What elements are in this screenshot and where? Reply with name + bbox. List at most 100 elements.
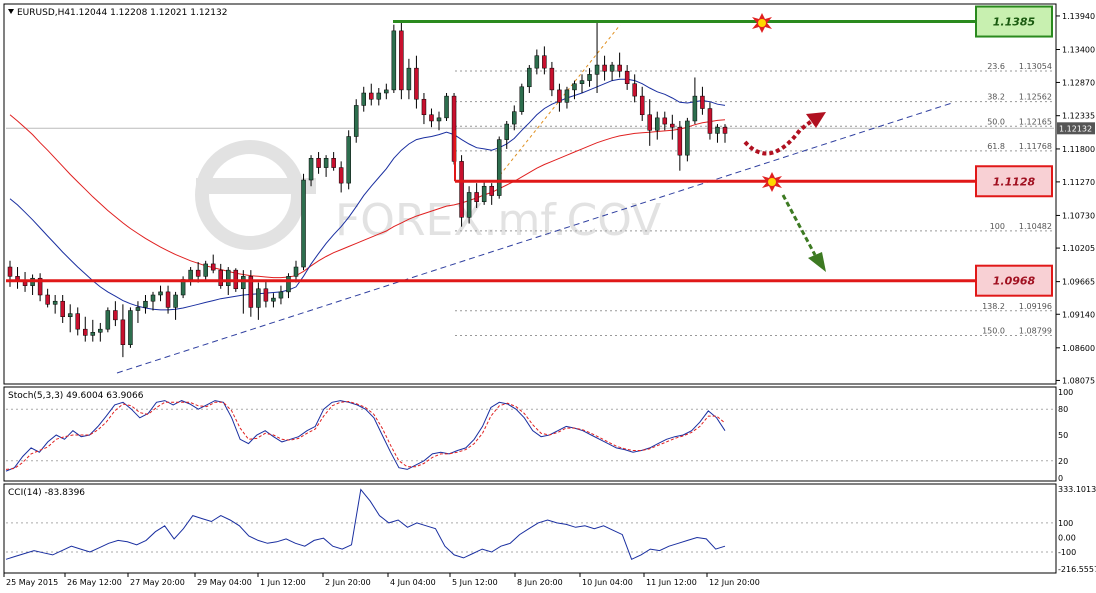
candle-body (218, 269, 223, 286)
level-label-box (975, 165, 1053, 198)
candle-body (444, 95, 449, 119)
candle-body (685, 120, 690, 156)
candle-body (722, 126, 728, 134)
y-tick-label: 1.13400 (1062, 46, 1095, 55)
moving-averages (9, 78, 726, 311)
candle-body (579, 80, 585, 84)
candle-body (677, 126, 683, 156)
candle-body (113, 310, 118, 321)
ma-fast-line (9, 78, 726, 311)
candle-body (459, 161, 464, 218)
candle-body (90, 332, 96, 336)
fib-level-label: 150.0 (982, 326, 1005, 335)
bearish-arrowhead (808, 252, 826, 272)
fib-price-label: 1.12562 (1019, 93, 1052, 102)
x-tick-label: 8 Jun 20:00 (517, 578, 563, 587)
stoch-tick-label: 20 (1058, 457, 1068, 466)
explosion-markers (752, 13, 782, 192)
candle-body (594, 64, 600, 75)
current-price-label: 1.12132 (1059, 124, 1092, 133)
candle-body (421, 98, 427, 116)
candle-body (655, 117, 660, 131)
candle-body (414, 67, 419, 100)
candle-body (301, 179, 306, 268)
candle-body (376, 92, 382, 100)
candle-body (489, 185, 494, 196)
cci-tick-label: -100 (1058, 548, 1076, 557)
fib-level-label: 50.0 (987, 117, 1005, 126)
candle-body (316, 158, 321, 168)
fib-price-label: 1.10482 (1019, 222, 1052, 231)
main-panel (3, 3, 1057, 385)
candle-body (534, 55, 540, 69)
candle-body (369, 92, 374, 100)
y-tick-label: 1.09140 (1062, 310, 1095, 319)
candle-body (496, 139, 502, 196)
explosion-icon (762, 172, 782, 192)
candle-body (617, 64, 622, 72)
explosion-icon (752, 13, 772, 33)
cci-tick-label: 0.00 (1058, 533, 1076, 542)
fib-price-label: 1.09196 (1019, 302, 1052, 311)
candle-body (210, 263, 216, 271)
fib-level-label: 23.6 (987, 62, 1005, 71)
y-tick-label: 1.08075 (1062, 376, 1095, 385)
candle-body (150, 294, 156, 302)
x-tick-label: 2 Jun 20:00 (325, 578, 371, 587)
candle-body (639, 95, 645, 116)
candle-body (527, 67, 532, 88)
candle-body (7, 266, 13, 277)
fib-price-label: 1.08799 (1019, 326, 1052, 335)
dropdown-icon[interactable] (8, 9, 14, 14)
candle-body (391, 30, 397, 91)
svg-text:FOREX.mf.COV: FOREX.mf.COV (335, 195, 661, 246)
fib-level-label: 38.2 (987, 93, 1005, 102)
price-levels: 1.1385 1.1128 1.0968 (6, 5, 1053, 297)
x-tick-label: 29 May 04:00 (197, 578, 252, 587)
candle-body (715, 126, 720, 134)
candle-body (474, 192, 479, 203)
candle-body (542, 55, 547, 69)
candle-body (602, 64, 607, 72)
candle-body (226, 269, 231, 286)
x-tick-label: 12 Jun 20:00 (709, 578, 760, 587)
candle-body (519, 86, 525, 112)
candle-body (564, 89, 570, 103)
stoch-tick-label: 80 (1058, 405, 1068, 414)
y-tick-label: 1.12870 (1062, 78, 1095, 87)
candle-body (632, 83, 637, 97)
stoch-tick-label: 0 (1058, 474, 1063, 483)
stoch-signal-line (5, 400, 726, 470)
y-tick-label: 1.12335 (1062, 112, 1095, 121)
x-tick-label: 5 Jun 12:00 (452, 578, 498, 587)
candle-body (624, 71, 630, 84)
axis-labels: 1.13940 1.13400 1.12870 1.12335 1.11800 1.112… (3, 12, 1096, 587)
candle-body (75, 313, 80, 330)
y-tick-label: 1.11800 (1062, 145, 1095, 154)
level-label: 1.1385 (993, 16, 1036, 29)
current-price-badge (1057, 122, 1095, 135)
candle-body (587, 74, 592, 81)
stoch-title: Stoch(5,3,3) 49.6004 63.9066 (8, 391, 144, 401)
fib-level-label: 61.8 (987, 142, 1005, 151)
candle-body (662, 117, 668, 125)
candle-body (331, 158, 336, 168)
bullish-arrow (743, 114, 820, 156)
candle-body (361, 92, 366, 106)
candle-body (286, 276, 291, 293)
fib-price-label: 1.12165 (1019, 117, 1052, 126)
ma-slow-line (9, 114, 726, 279)
candle-body (165, 291, 171, 308)
candle-body (105, 310, 111, 330)
stoch-panel (3, 386, 1057, 482)
level-label-box (975, 5, 1053, 38)
x-tick-label: 27 May 20:00 (130, 578, 185, 587)
stoch-tick-label: 50 (1058, 431, 1068, 440)
cci-title: CCI(14) -83.8396 (8, 488, 85, 498)
candle-body (158, 291, 163, 296)
candle-body (481, 185, 487, 203)
candle-body (173, 294, 178, 308)
watermark: FOREX.mf.COV (195, 140, 661, 250)
candle-body (572, 83, 577, 91)
